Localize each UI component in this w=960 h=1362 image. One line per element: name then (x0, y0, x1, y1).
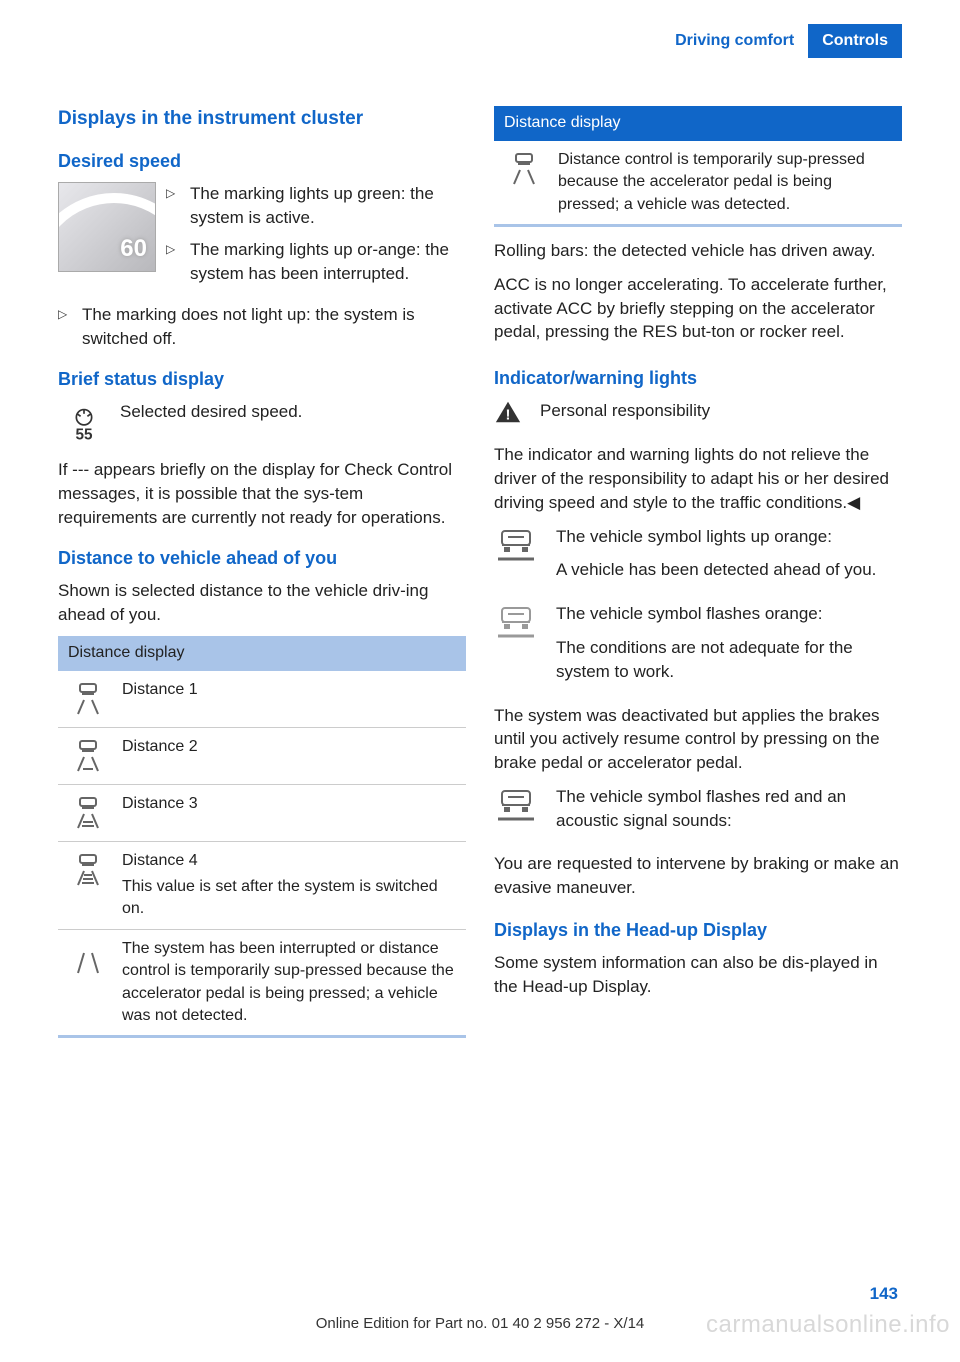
table-cell: Distance 1 (122, 679, 460, 719)
symbol-text: The vehicle symbol flashes red and an ac… (556, 785, 902, 833)
distance-2-icon (64, 736, 112, 776)
watermark: carmanualsonline.info (706, 1308, 950, 1342)
vehicle-red-icon (494, 785, 546, 843)
symbol-text: You are requested to intervene by brakin… (494, 852, 902, 900)
table-row: Distance 4 This value is set after the s… (58, 842, 466, 930)
list-item: ▷ The marking lights up green: the syste… (166, 182, 466, 230)
list-item: ▷ The marking lights up or‐ange: the sys… (166, 238, 466, 286)
header-tabs: Driving comfort Controls (58, 24, 902, 58)
distance-interrupted-icon (64, 938, 112, 978)
distance-3-icon (64, 793, 112, 833)
vehicle-ahead-icon (494, 525, 546, 593)
paragraph: The system was deactivated but applies t… (494, 704, 902, 775)
distance-4-icon (64, 850, 112, 890)
table-cell: Distance 4 (122, 850, 460, 872)
table-cell: The system has been interrupted or dista… (122, 938, 460, 1028)
list-item: ▷ The marking does not light up: the sys… (58, 303, 466, 351)
heading-hud: Displays in the Head-up Display (494, 918, 902, 943)
symbol-text: The conditions are not adequate for the … (556, 636, 902, 684)
bullet-text: The marking lights up green: the system … (190, 182, 466, 230)
svg-text:!: ! (506, 407, 511, 424)
distance-suppressed-icon (500, 149, 548, 189)
paragraph: Rolling bars: the detected vehicle has d… (494, 239, 902, 263)
heading-distance-ahead: Distance to vehicle ahead of you (58, 546, 466, 571)
heading-brief-status: Brief status display (58, 367, 466, 392)
page-number: 143 (870, 1282, 898, 1306)
triangle-bullet-icon: ▷ (58, 303, 72, 351)
triangle-bullet-icon: ▷ (166, 238, 180, 286)
bullet-text: The marking lights up or‐ange: the syste… (190, 238, 466, 286)
vehicle-flash-icon (494, 602, 546, 693)
gauge-icon: 60 (58, 182, 156, 272)
brief-status-text: Selected desired speed. (120, 400, 466, 438)
table-row: The system has been interrupted or dista… (58, 930, 466, 1039)
table-row: Distance 3 (58, 785, 466, 842)
symbol-text: The vehicle symbol lights up orange: (556, 525, 902, 549)
table-cell: Distance 2 (122, 736, 460, 776)
table-row: Distance 1 (58, 671, 466, 728)
heading-displays: Displays in the instrument cluster (58, 106, 466, 133)
warning-body: The indicator and warning lights do not … (494, 443, 902, 514)
left-column: Displays in the instrument cluster Desir… (58, 106, 466, 1038)
tab-chapter: Controls (808, 24, 902, 58)
heading-indicator-lights: Indicator/warning lights (494, 366, 902, 391)
distance-intro: Shown is selected distance to the vehicl… (58, 579, 466, 627)
warning-title: Personal responsibility (540, 399, 902, 423)
warning-icon: ! (494, 399, 530, 433)
symbol-text: A vehicle has been detected ahead of you… (556, 558, 902, 582)
table-row: Distance control is temporarily sup‐pres… (494, 141, 902, 227)
brief-status-para: If --- appears briefly on the display fo… (58, 458, 466, 529)
speed-limit-icon: 55 (58, 400, 110, 448)
table-header: Distance display (58, 636, 466, 670)
triangle-bullet-icon: ▷ (166, 182, 180, 230)
table-cell: Distance control is temporarily sup‐pres… (558, 149, 896, 216)
table-row: Distance 2 (58, 728, 466, 785)
table-cell-extra: This value is set after the system is sw… (122, 876, 460, 921)
bullet-text: The marking does not light up: the syste… (82, 303, 466, 351)
right-column: Distance display Distance control is tem… (494, 106, 902, 1038)
paragraph: ACC is no longer accelerating. To accele… (494, 273, 902, 344)
gauge-value: 60 (120, 232, 147, 266)
heading-desired-speed: Desired speed (58, 149, 466, 174)
table-cell: Distance 3 (122, 793, 460, 833)
tab-section: Driving comfort (661, 24, 808, 58)
symbol-text: The vehicle symbol flashes orange: (556, 602, 902, 626)
distance-1-icon (64, 679, 112, 719)
table-header: Distance display (494, 106, 902, 140)
hud-body: Some system information can also be dis‐… (494, 951, 902, 999)
svg-text:55: 55 (75, 426, 93, 441)
